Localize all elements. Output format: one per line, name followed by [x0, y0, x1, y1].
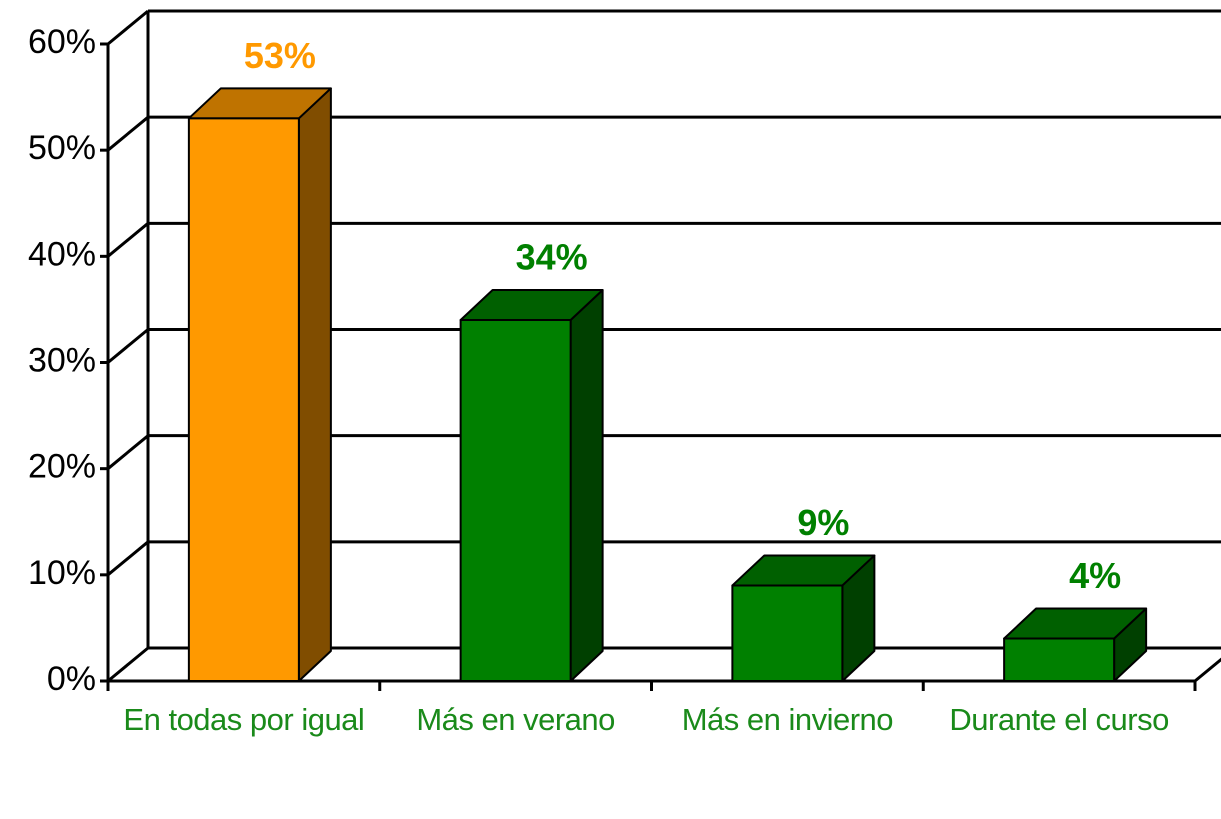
- floor-right-edge: [1194, 657, 1221, 683]
- bar: [1003, 637, 1116, 682]
- value-label: 4%: [1069, 555, 1121, 596]
- bar-side: [297, 87, 332, 682]
- depth-line: [107, 328, 149, 364]
- y-tick-label: 60%: [28, 23, 96, 61]
- bar-side: [569, 289, 604, 682]
- y-tick-label: 30%: [28, 341, 96, 379]
- x-tick-label: En todas por igual: [123, 702, 365, 737]
- x-tick-label: Más en invierno: [681, 702, 894, 737]
- x-tick-label: Más en verano: [416, 702, 615, 737]
- value-label: 34%: [516, 237, 588, 278]
- y-tick-label: 20%: [28, 448, 96, 486]
- depth-line: [107, 9, 149, 46]
- depth-line: [107, 646, 149, 683]
- depth-line: [107, 116, 149, 152]
- value-label: 53%: [244, 35, 316, 76]
- bar: [731, 584, 844, 683]
- y-tick-label: 10%: [28, 554, 96, 592]
- y-tick-label: 0%: [47, 660, 96, 698]
- y-tick-label: 40%: [28, 235, 96, 273]
- bar: [187, 117, 300, 683]
- depth-line: [107, 222, 149, 258]
- depth-line: [107, 540, 149, 576]
- depth-line: [107, 434, 149, 470]
- y-tick-label: 50%: [28, 129, 96, 167]
- x-tick-label: Durante el curso: [949, 702, 1169, 737]
- bar: [459, 319, 572, 682]
- value-label: 9%: [797, 502, 849, 543]
